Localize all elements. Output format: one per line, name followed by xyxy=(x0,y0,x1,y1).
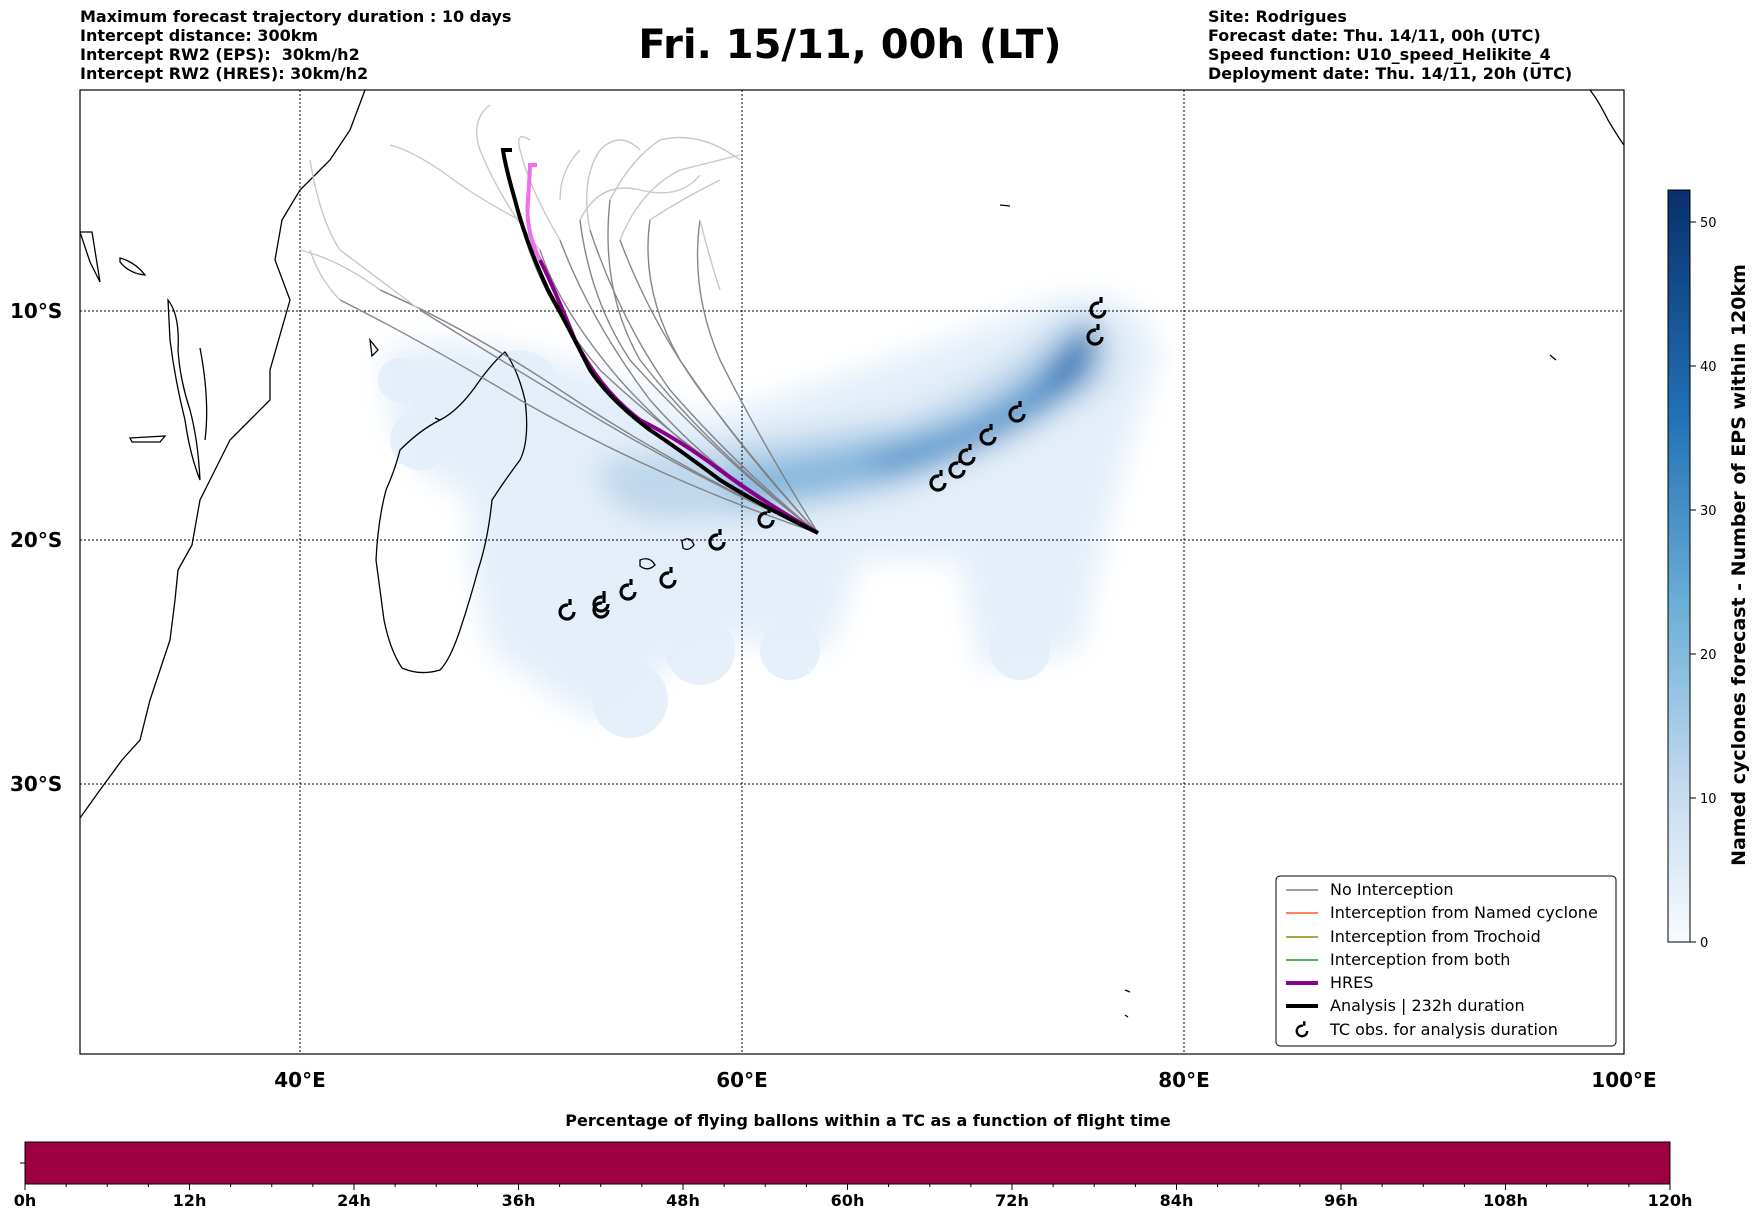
eps-trajectories-light xyxy=(299,104,741,311)
timeline-tick-label: 120h xyxy=(1648,1191,1693,1210)
lon-label-80e: 80°E xyxy=(1158,1068,1210,1092)
colorbar-tick-0: 0 xyxy=(1700,936,1708,951)
header-right-info: Site: Rodrigues Forecast date: Thu. 14/1… xyxy=(1208,7,1572,83)
legend-label-named-cyclone: Interception from Named cyclone xyxy=(1330,903,1598,922)
legend-label-hres: HRES xyxy=(1330,973,1373,992)
legend-label-trochoid: Interception from Trochoid xyxy=(1330,927,1541,946)
timeline-tick-label: 72h xyxy=(995,1191,1029,1210)
latitude-labels: 10°S 20°S 30°S xyxy=(10,299,62,796)
deployment-date-text: Deployment date: Thu. 14/11, 20h (UTC) xyxy=(1208,64,1573,83)
colorbar: 0 10 20 30 40 50 Named cyclones forecast… xyxy=(1667,189,1750,951)
lon-label-40e: 40°E xyxy=(274,1068,326,1092)
site-text: Site: Rodrigues xyxy=(1208,7,1347,26)
forecast-date-text: Forecast date: Thu. 14/11, 00h (UTC) xyxy=(1208,26,1541,45)
colorbar-gradient xyxy=(1667,189,1691,943)
longitude-labels: 40°E 60°E 80°E 100°E xyxy=(274,1068,1656,1092)
legend-label-analysis: Analysis | 232h duration xyxy=(1330,996,1525,1015)
speed-function-text: Speed function: U10_speed_Helikite_4 xyxy=(1208,45,1551,64)
legend: No Interception Interception from Named … xyxy=(1275,875,1617,1047)
lon-label-100e: 100°E xyxy=(1591,1068,1656,1092)
intercept-eps-text: Intercept RW2 (EPS): 30km/h2 xyxy=(80,45,360,64)
legend-label-no-interception: No Interception xyxy=(1330,880,1454,899)
timeline-tick-label: 12h xyxy=(173,1191,207,1210)
hres-trajectory-tail xyxy=(525,163,542,261)
timeline-tick-label: 0h xyxy=(14,1191,37,1210)
timeline-tick-label: 60h xyxy=(831,1191,865,1210)
lat-label-10s: 10°S xyxy=(10,299,62,323)
timeline-tick-label: 108h xyxy=(1483,1191,1528,1210)
coastlines xyxy=(80,90,1624,1018)
timeline-title: Percentage of flying ballons within a TC… xyxy=(565,1111,1171,1130)
timeline-tick-label: 84h xyxy=(1160,1191,1194,1210)
timeline-fill xyxy=(24,1141,1671,1185)
colorbar-tick-10: 10 xyxy=(1700,792,1717,807)
timeline-tick-label: 48h xyxy=(666,1191,700,1210)
timeline-bar: Percentage of flying ballons within a TC… xyxy=(14,1111,1693,1210)
colorbar-tick-50: 50 xyxy=(1700,216,1717,231)
analysis-trajectory xyxy=(500,148,819,535)
timeline-tick-label: 96h xyxy=(1324,1191,1358,1210)
timeline-tick-label: 36h xyxy=(502,1191,536,1210)
legend-label-both: Interception from both xyxy=(1330,950,1510,969)
lat-label-30s: 30°S xyxy=(10,772,62,796)
intercept-hres-text: Intercept RW2 (HRES): 30km/h2 xyxy=(80,64,369,83)
colorbar-tick-40: 40 xyxy=(1700,360,1717,375)
header-left-info: Maximum forecast trajectory duration : 1… xyxy=(80,7,511,83)
colorbar-tick-20: 20 xyxy=(1700,648,1717,663)
lat-label-20s: 20°S xyxy=(10,528,62,552)
intercept-distance-text: Intercept distance: 300km xyxy=(80,26,319,45)
page-title: Fri. 15/11, 00h (LT) xyxy=(638,22,1062,68)
max-duration-text: Maximum forecast trajectory duration : 1… xyxy=(80,7,512,26)
colorbar-title: Named cyclones forecast - Number of EPS … xyxy=(1728,264,1750,866)
timeline-tick-label: 24h xyxy=(337,1191,371,1210)
lon-label-60e: 60°E xyxy=(716,1068,768,1092)
colorbar-tick-30: 30 xyxy=(1700,504,1717,519)
legend-label-tc-obs: TC obs. for analysis duration xyxy=(1329,1020,1558,1039)
